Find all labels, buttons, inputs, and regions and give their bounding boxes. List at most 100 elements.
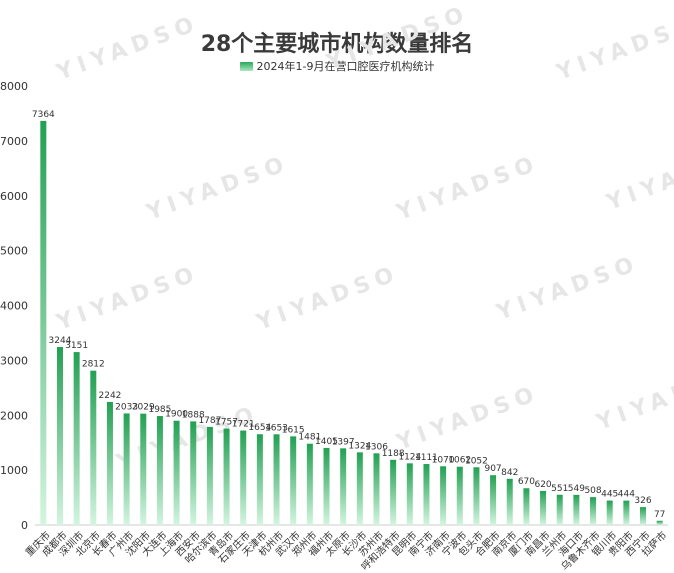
bar	[90, 370, 97, 525]
bar	[140, 413, 147, 525]
watermark: YIYADSO	[493, 251, 643, 326]
data-label: 1481	[298, 433, 321, 443]
y-tick-label: 3000	[0, 354, 28, 367]
data-label: 1188	[382, 449, 405, 459]
data-label: 1405	[315, 437, 338, 447]
y-tick-label: 1000	[0, 464, 28, 477]
bar	[223, 428, 230, 525]
bar	[356, 452, 363, 525]
watermark: YIYADSO	[593, 361, 674, 436]
bar	[423, 464, 430, 525]
data-label: 1124	[398, 452, 421, 462]
data-label: 1052	[465, 456, 488, 466]
bar	[206, 426, 213, 525]
bar	[173, 420, 180, 525]
data-label: 1111	[415, 453, 438, 463]
data-label: 326	[634, 496, 651, 506]
data-label: 907	[484, 464, 501, 474]
y-tick-label: 0	[21, 519, 28, 532]
bars	[40, 120, 663, 525]
data-label: 2029	[132, 403, 155, 413]
legend[interactable]: 2024年1-9月在营口腔医疗机构统计	[0, 58, 674, 74]
data-label: 3244	[49, 336, 72, 346]
watermark: YIYADSO	[53, 11, 203, 86]
bar	[256, 434, 263, 525]
bar	[656, 520, 663, 525]
data-label: 842	[501, 468, 518, 478]
data-label: 7364	[32, 110, 55, 120]
data-label: 77	[654, 510, 665, 520]
y-tick-label: 8000	[0, 80, 28, 93]
data-label: 445	[601, 490, 618, 500]
data-label: 2033	[115, 402, 138, 412]
bar	[156, 416, 163, 525]
watermark: YIYADSO	[603, 141, 674, 216]
bar	[290, 436, 297, 525]
y-tick-label: 7000	[0, 135, 28, 148]
y-tick-label: 5000	[0, 245, 28, 258]
bar	[106, 401, 113, 525]
y-tick-label: 6000	[0, 190, 28, 203]
data-label: 1721	[232, 420, 255, 430]
bar	[190, 421, 197, 525]
watermark: YIYADSO	[143, 151, 293, 226]
data-label: 1062	[448, 456, 471, 466]
data-label: 2812	[82, 360, 105, 370]
watermark: YIYADSO	[53, 261, 203, 336]
data-label: 2242	[99, 391, 122, 401]
data-label: 551	[551, 484, 568, 494]
watermark: YIYADSO	[253, 261, 403, 336]
data-label: 444	[618, 490, 635, 500]
bar	[73, 352, 80, 525]
bar	[573, 494, 580, 525]
data-label: 1653	[265, 423, 288, 433]
data-label: 1324	[348, 441, 371, 451]
bar	[590, 497, 597, 525]
bar	[123, 413, 130, 525]
data-label: 1757	[215, 418, 238, 428]
data-label: 1615	[282, 425, 305, 435]
bar	[606, 500, 613, 525]
y-tick-label: 2000	[0, 409, 28, 422]
bar	[40, 120, 47, 525]
data-label: 1306	[365, 442, 388, 452]
data-label: 620	[534, 480, 551, 490]
data-label: 3151	[65, 341, 88, 351]
bar	[323, 447, 330, 525]
bar	[406, 463, 413, 525]
bar	[556, 494, 563, 525]
bar	[506, 478, 513, 525]
data-label: 1397	[332, 437, 355, 447]
watermark: YIYADSO	[393, 381, 543, 456]
bar	[540, 490, 547, 525]
data-label: 1900	[165, 410, 188, 420]
bar	[523, 488, 530, 525]
bar	[240, 430, 247, 525]
data-label: 1888	[182, 410, 205, 420]
y-tick-label: 4000	[0, 300, 28, 313]
chart-title: 28个主要城市机构数量排名	[200, 32, 474, 57]
x-axis: 重庆市成都市深圳市北京市长春市广州市沈阳市大连市上海市西安市哈尔滨市青岛市石家庄…	[23, 528, 670, 573]
bar	[306, 443, 313, 525]
bar	[490, 475, 497, 525]
data-label: 1654	[248, 423, 271, 433]
data-label: 1985	[148, 405, 171, 415]
bar	[623, 500, 630, 525]
legend-swatch	[239, 61, 253, 71]
watermark: YIYADSO	[393, 151, 543, 226]
bar	[340, 448, 347, 525]
watermark: YIYADSO	[553, 11, 674, 86]
data-label: 549	[568, 484, 585, 494]
data-label: 1070	[432, 455, 455, 465]
bar	[456, 466, 463, 525]
bar	[640, 507, 647, 525]
bar	[473, 467, 480, 525]
watermark: YIYADSO	[323, 1, 473, 76]
legend-label: 2024年1-9月在营口腔医疗机构统计	[256, 60, 435, 73]
bar	[56, 346, 63, 525]
bar	[390, 459, 397, 525]
bar	[373, 453, 380, 525]
bar	[273, 434, 280, 525]
